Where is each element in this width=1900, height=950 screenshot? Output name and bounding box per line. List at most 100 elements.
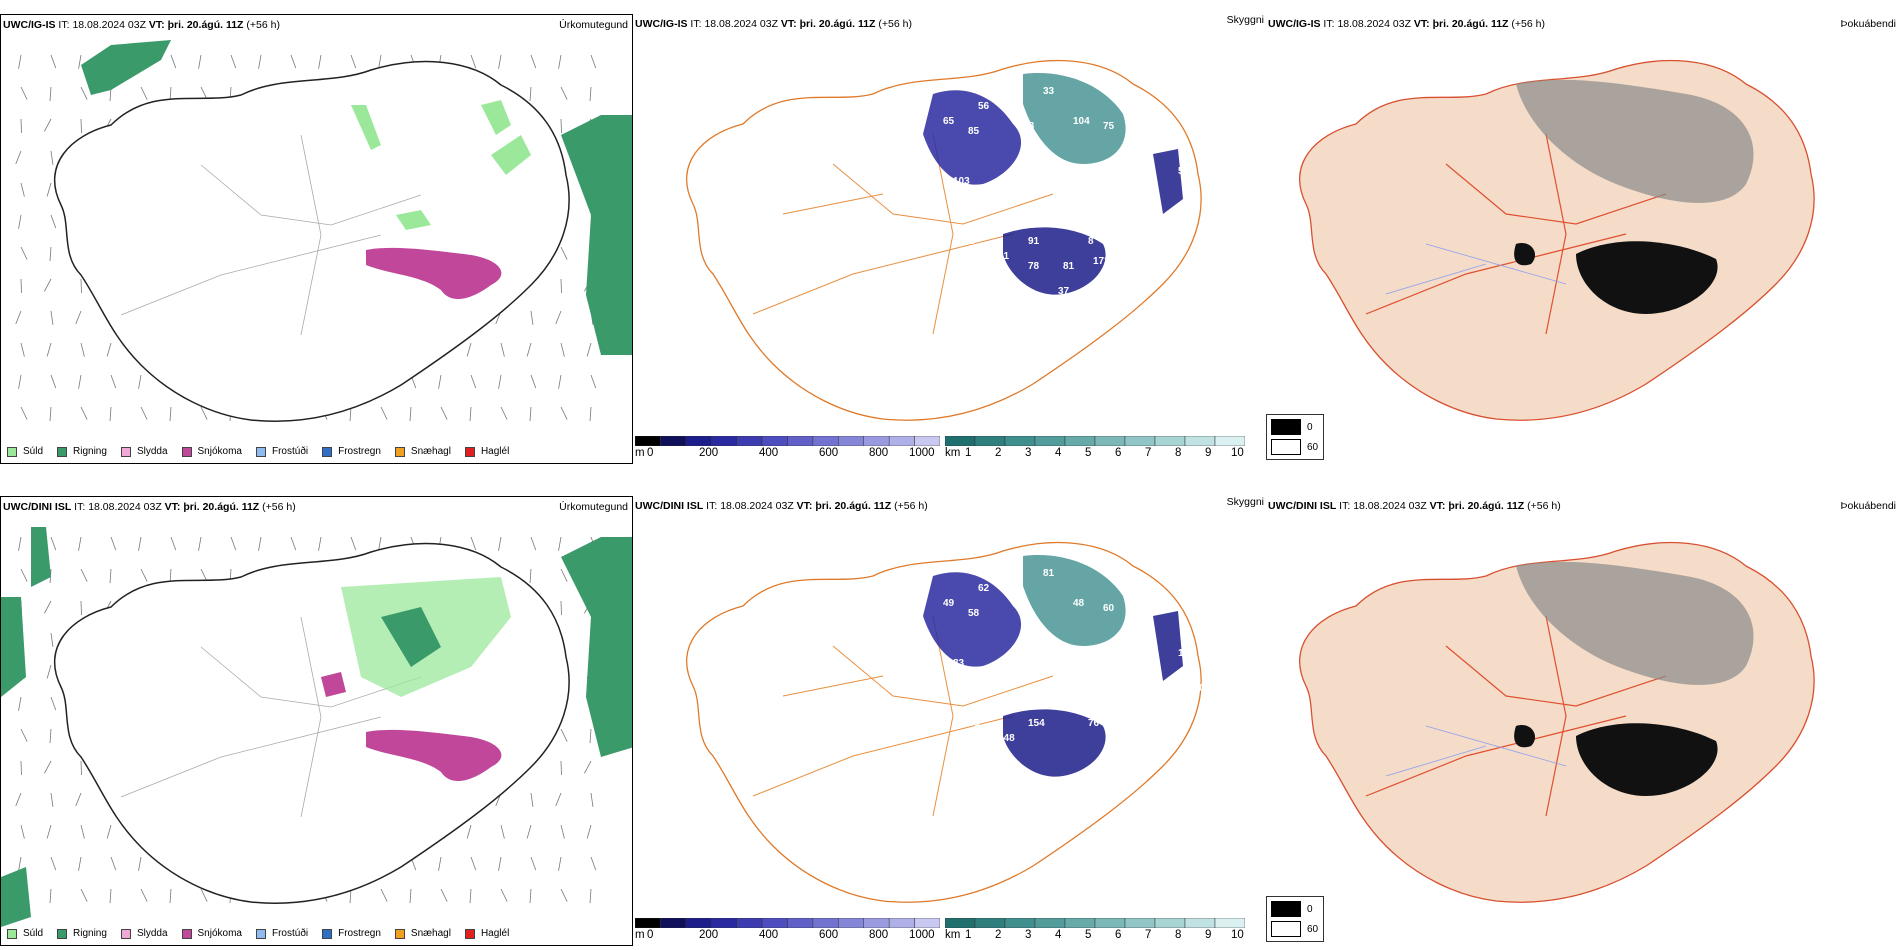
wind-barb — [560, 86, 568, 100]
precip-type-map — [1, 527, 632, 927]
legend-item: Rigning — [57, 446, 107, 457]
wind-barb — [109, 406, 112, 421]
colorbar-swatch — [1004, 436, 1036, 446]
colorbar-swatch — [812, 918, 839, 928]
legend-item: Snæhagl — [394, 928, 451, 939]
wind-barb — [140, 568, 148, 582]
colorbar-swatch — [888, 918, 915, 928]
legend-swatch — [1271, 419, 1301, 435]
wind-barb — [230, 536, 237, 551]
legend-swatch — [120, 446, 131, 457]
wind-barb — [258, 536, 262, 551]
wind-barb — [498, 374, 502, 389]
wind-barb — [350, 536, 357, 551]
visibility-value-label: 154 — [1028, 718, 1045, 729]
wind-barb — [50, 856, 57, 871]
legend-swatch — [7, 446, 17, 457]
wind-barb — [560, 568, 568, 582]
wind-barb — [78, 54, 82, 69]
wind-barb — [80, 342, 85, 357]
colorbar-swatch — [945, 918, 976, 928]
wind-barb — [560, 246, 568, 260]
legend-swatch — [255, 446, 266, 457]
wind-barb — [469, 406, 472, 421]
visibility-value-label: 92 — [963, 236, 975, 247]
colorbar-tick: 10 — [1231, 929, 1244, 941]
colorbar-swatch — [1034, 918, 1066, 928]
wind-barb — [44, 278, 52, 292]
wind-barb — [560, 406, 568, 420]
colorbar-tick: 6 — [1115, 929, 1122, 941]
legend-item: Frostúði — [255, 928, 308, 939]
precip-type-panel-bottom: UWC/DINI ISL IT: 18.08.2024 03Z VT: þri.… — [0, 496, 633, 946]
panel-header: UWC/IG-IS IT: 18.08.2024 03Z VT: þri. 20… — [3, 19, 280, 31]
wind-barb — [110, 536, 117, 551]
visibility-value-label: 37 — [1058, 286, 1070, 297]
colorbar-tick: 400 — [759, 929, 779, 941]
visibility-value-label: 59 — [1183, 186, 1195, 197]
colorbar-tick: 10 — [1231, 447, 1244, 459]
visibility-value-label: 81 — [1043, 568, 1055, 579]
colorbar-unit: m — [635, 447, 645, 459]
visibility-value-label: 83 — [963, 191, 975, 202]
wind-barb — [20, 182, 25, 197]
wind-barb — [290, 54, 297, 69]
colorbar-swatch — [914, 436, 940, 446]
colorbar-swatch — [974, 918, 1006, 928]
wind-barb — [49, 246, 52, 261]
wind-barb — [80, 568, 88, 582]
visibility-value-label: 8 — [1088, 236, 1094, 247]
visibility-value-label: 103 — [963, 718, 980, 729]
colorbar-tick: 2 — [995, 447, 1002, 459]
fog-legend: 0 60 — [1266, 414, 1324, 460]
panel-header: UWC/DINI ISL IT: 18.08.2024 03Z VT: þri.… — [1268, 500, 1561, 512]
wind-barb — [15, 150, 22, 165]
visibility-value-label: 81 — [1063, 261, 1075, 272]
colorbar-swatch — [1184, 436, 1216, 446]
colorbar-swatch — [863, 436, 890, 446]
wind-barb — [558, 54, 562, 69]
wind-barb — [46, 342, 52, 357]
visibility-value-label: 01 — [998, 251, 1010, 262]
legend-item: Haglél — [464, 446, 509, 457]
wind-barb — [498, 536, 502, 551]
visibility-value-label: 49 — [943, 598, 955, 609]
colorbar-tick: 9 — [1205, 447, 1212, 459]
legend-item: Súld — [7, 446, 43, 457]
wind-barb — [560, 342, 565, 357]
km-colorbar: km 1 2 3 4 5 6 7 8 9 10 — [945, 918, 1263, 942]
visibility-value-label: 106 — [1133, 623, 1150, 634]
wind-barb — [590, 374, 597, 389]
legend-swatch — [181, 446, 192, 457]
fog-map — [1299, 542, 1815, 903]
colorbar-swatch — [787, 918, 814, 928]
wind-barb — [18, 214, 22, 229]
visibility-value-label: 78 — [1028, 261, 1040, 272]
colorbar-swatch — [635, 436, 661, 446]
visibility-value-label: 99 — [1188, 201, 1200, 212]
wind-barb — [560, 824, 565, 839]
visibility-value-label: 65 — [943, 116, 955, 127]
colorbar-swatch — [736, 436, 763, 446]
wind-barb — [46, 664, 52, 679]
wind-barb — [80, 824, 85, 839]
wind-barb — [498, 54, 502, 69]
wind-barb — [470, 54, 477, 69]
legend-swatch — [322, 928, 333, 939]
colorbar-swatch — [711, 918, 737, 928]
wind-barb — [44, 118, 52, 132]
wind-barb — [290, 536, 297, 551]
wind-barb — [500, 888, 508, 902]
precip-legend: Súld Rigning Slydda Snjókoma Frostúði Fr… — [7, 928, 523, 939]
panel-title: Úrkomutegund — [559, 19, 628, 31]
colorbar-tick: 200 — [699, 929, 719, 941]
wind-barb — [466, 824, 472, 839]
wind-barb — [50, 54, 57, 69]
wind-barb — [46, 824, 52, 839]
legend-item: Snæhagl — [394, 446, 451, 457]
colorbar-swatch — [1094, 436, 1126, 446]
wind-barb — [500, 342, 505, 357]
visibility-value-label: 83 — [953, 658, 965, 669]
wind-barb — [138, 374, 142, 389]
panel-title: Þokuábendi — [1840, 500, 1896, 512]
